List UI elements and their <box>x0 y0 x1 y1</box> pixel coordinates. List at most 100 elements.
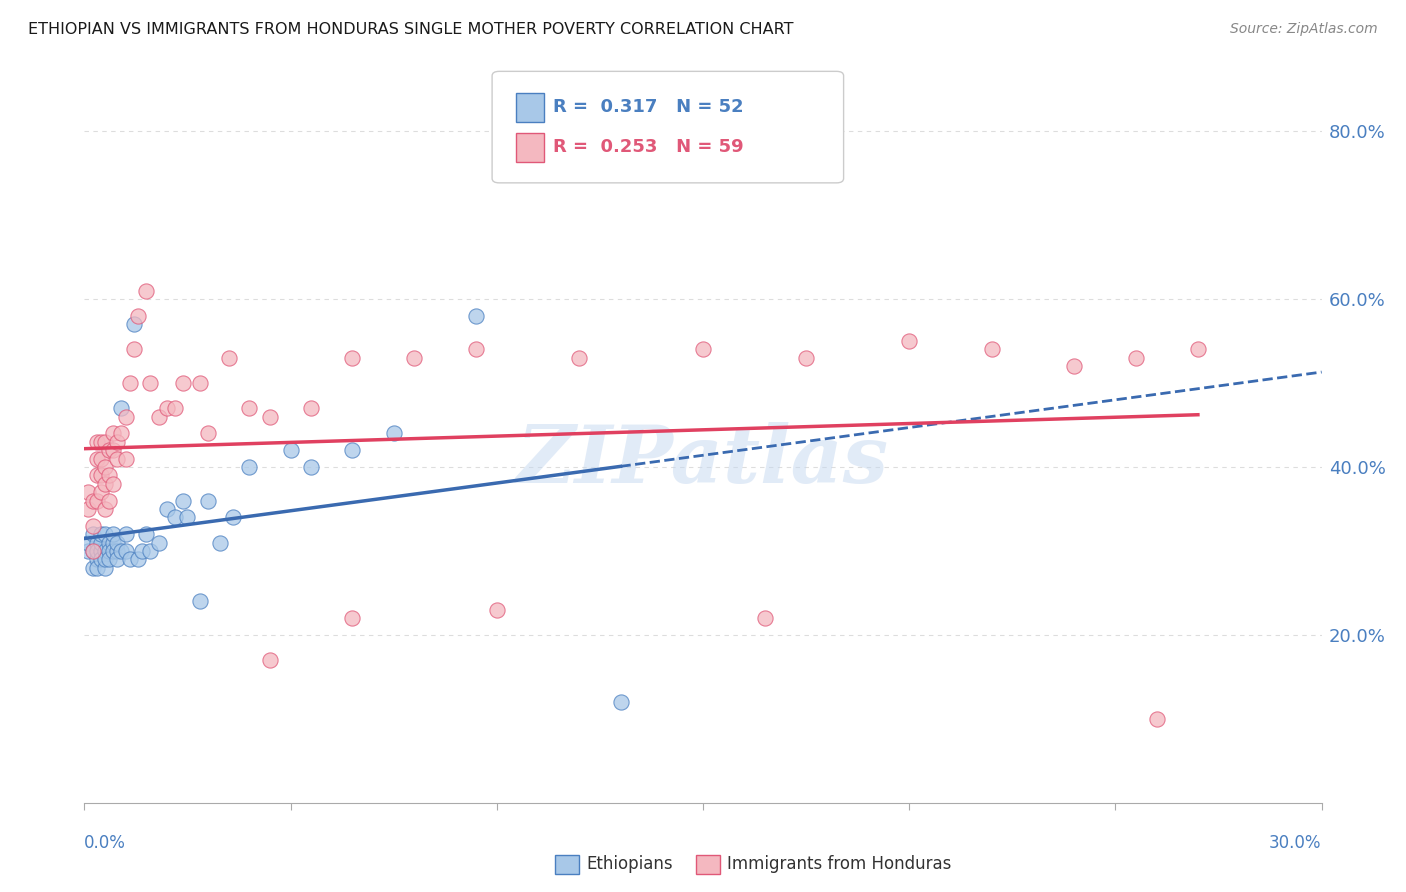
Point <box>165 401 187 416</box>
Point <box>98 468 121 483</box>
Point <box>135 527 157 541</box>
Point <box>86 544 108 558</box>
Point <box>197 426 219 441</box>
Point <box>98 493 121 508</box>
Point <box>82 493 104 508</box>
Point <box>139 376 162 390</box>
Text: ZIPatlas: ZIPatlas <box>517 422 889 499</box>
Point <box>86 552 108 566</box>
Point <box>342 443 364 458</box>
Point <box>114 451 136 466</box>
Point <box>77 502 100 516</box>
Point <box>94 527 117 541</box>
Point <box>105 552 128 566</box>
Point <box>176 510 198 524</box>
Point <box>165 510 187 524</box>
Point <box>172 376 194 390</box>
Text: Immigrants from Honduras: Immigrants from Honduras <box>727 855 952 873</box>
Text: 0.0%: 0.0% <box>84 834 127 852</box>
Point <box>94 544 117 558</box>
Point <box>90 434 112 449</box>
Point <box>86 493 108 508</box>
Point <box>90 552 112 566</box>
Point <box>94 460 117 475</box>
Point <box>156 502 179 516</box>
Point <box>105 544 128 558</box>
Point <box>103 426 125 441</box>
Point <box>692 343 714 357</box>
Point <box>118 376 141 390</box>
Point <box>94 560 117 574</box>
Point <box>218 351 240 365</box>
Point <box>898 334 921 348</box>
Point <box>110 426 132 441</box>
Point <box>148 409 170 424</box>
Point <box>98 535 121 549</box>
Point <box>259 409 281 424</box>
Point <box>188 376 211 390</box>
Point <box>77 535 100 549</box>
Point <box>118 552 141 566</box>
Point <box>82 518 104 533</box>
Point <box>103 535 125 549</box>
Point <box>172 493 194 508</box>
Point <box>103 544 125 558</box>
Point <box>90 527 112 541</box>
Point <box>90 451 112 466</box>
Point <box>82 527 104 541</box>
Point <box>82 560 104 574</box>
Point <box>148 535 170 549</box>
Point <box>90 485 112 500</box>
Point <box>238 460 260 475</box>
Point <box>609 695 631 709</box>
Point <box>86 535 108 549</box>
Point <box>110 544 132 558</box>
Point <box>86 451 108 466</box>
Point <box>980 343 1002 357</box>
Point <box>299 401 322 416</box>
Point <box>209 535 232 549</box>
Point <box>122 318 145 332</box>
Text: Ethiopians: Ethiopians <box>586 855 673 873</box>
Point <box>238 401 260 416</box>
Point <box>94 502 117 516</box>
Point <box>299 460 322 475</box>
Point <box>156 401 179 416</box>
Point <box>77 544 100 558</box>
Point <box>105 451 128 466</box>
Text: R =  0.317   N = 52: R = 0.317 N = 52 <box>553 98 744 116</box>
Point <box>139 544 162 558</box>
Point <box>114 409 136 424</box>
Point <box>86 434 108 449</box>
Point <box>122 343 145 357</box>
Point <box>103 443 125 458</box>
Point <box>794 351 817 365</box>
Point <box>127 552 149 566</box>
Point <box>86 468 108 483</box>
Point <box>259 653 281 667</box>
Point <box>404 351 426 365</box>
Point <box>94 476 117 491</box>
Point <box>568 351 591 365</box>
Point <box>1187 343 1209 357</box>
Point <box>98 552 121 566</box>
Text: R =  0.253   N = 59: R = 0.253 N = 59 <box>553 138 744 156</box>
Text: 30.0%: 30.0% <box>1270 834 1322 852</box>
Point <box>86 560 108 574</box>
Point <box>188 594 211 608</box>
Text: ETHIOPIAN VS IMMIGRANTS FROM HONDURAS SINGLE MOTHER POVERTY CORRELATION CHART: ETHIOPIAN VS IMMIGRANTS FROM HONDURAS SI… <box>28 22 793 37</box>
Point <box>754 611 776 625</box>
Point <box>90 544 112 558</box>
Point <box>94 434 117 449</box>
Point <box>103 527 125 541</box>
Point <box>114 544 136 558</box>
Point <box>77 485 100 500</box>
Point <box>1063 359 1085 374</box>
Point <box>90 535 112 549</box>
Point <box>105 535 128 549</box>
Point <box>485 603 508 617</box>
Point <box>127 309 149 323</box>
Point <box>82 544 104 558</box>
Point <box>103 476 125 491</box>
Point <box>342 611 364 625</box>
